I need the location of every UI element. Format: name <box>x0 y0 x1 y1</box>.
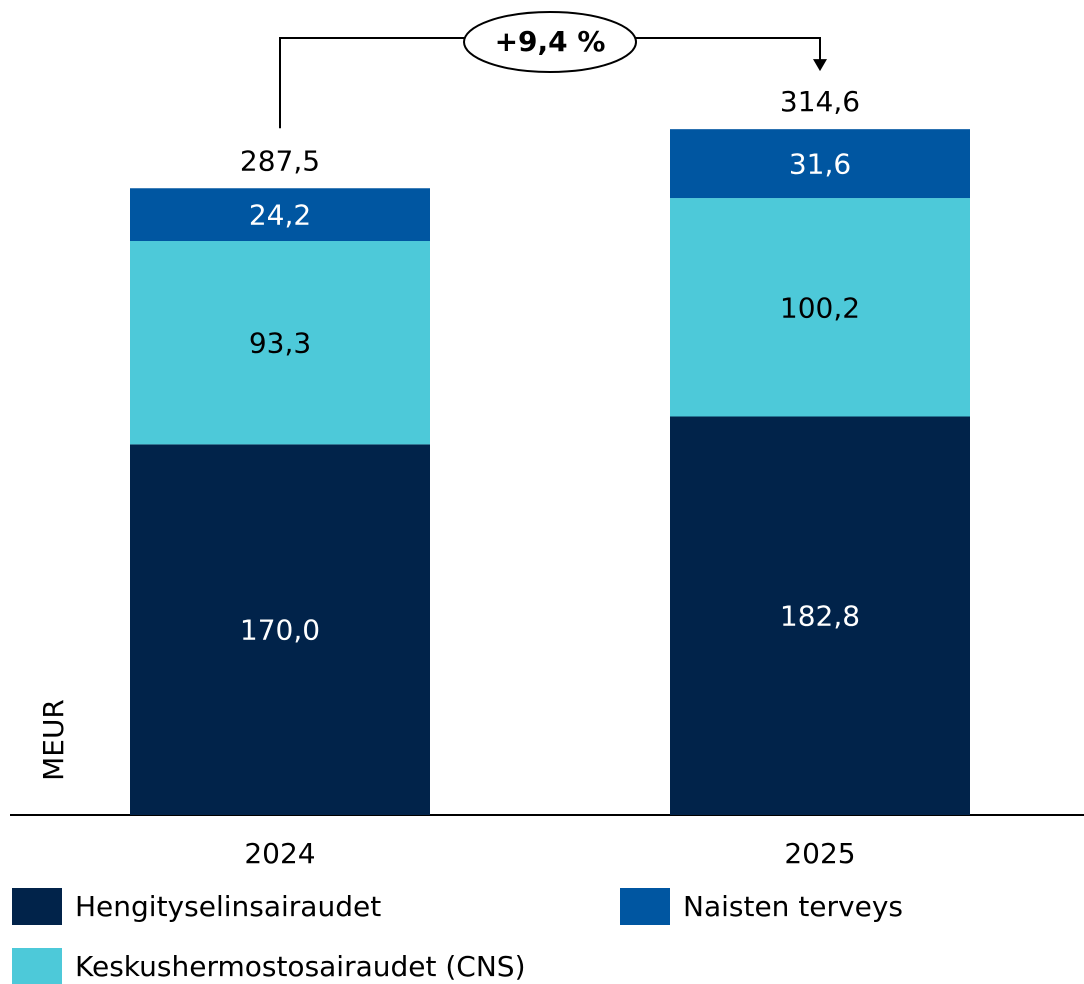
arrow-head <box>813 59 827 72</box>
annotation-bubble <box>463 11 637 73</box>
legend-label: Keskushermostosairaudet (CNS) <box>75 950 526 983</box>
x-tick-label: 2025 <box>784 837 855 870</box>
data-label: 24,2 <box>249 199 311 232</box>
legend-swatch <box>12 948 62 984</box>
legend-swatch <box>12 888 62 925</box>
data-label: 182,8 <box>780 600 860 633</box>
bar-segment <box>130 444 430 815</box>
legend-label: Hengityselinsairaudet <box>75 890 381 923</box>
data-label: 31,6 <box>789 148 851 181</box>
legend-label: Naisten terveys <box>683 890 903 923</box>
bar-segment <box>670 198 970 417</box>
bar-segment <box>130 241 430 445</box>
x-tick-label: 2024 <box>244 837 315 870</box>
legend-swatch <box>620 888 670 925</box>
total-label: 314,6 <box>780 85 860 118</box>
total-label: 287,5 <box>240 144 320 177</box>
data-label: 170,0 <box>240 614 320 647</box>
data-label: 100,2 <box>780 291 860 324</box>
bar-segment <box>130 188 430 242</box>
data-label: 93,3 <box>249 327 311 360</box>
bar-segment <box>670 129 970 199</box>
annotation: +9,4 % <box>495 25 606 58</box>
bar-segment <box>670 416 970 815</box>
y-axis-label: MEUR <box>37 699 70 781</box>
